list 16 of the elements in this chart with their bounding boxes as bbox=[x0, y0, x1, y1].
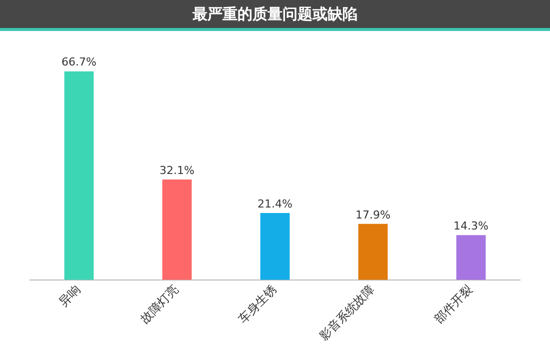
bar bbox=[456, 235, 486, 280]
x-tick-label: 故障灯亮 bbox=[137, 282, 182, 326]
data-label: 17.9% bbox=[356, 208, 390, 222]
x-tick-label: 影音系统故障 bbox=[316, 282, 378, 344]
bar bbox=[260, 212, 290, 280]
bar bbox=[358, 224, 388, 280]
x-tick-label: 部件开裂 bbox=[431, 282, 476, 326]
data-label: 21.4% bbox=[258, 197, 292, 210]
x-tick-label: 异响 bbox=[56, 282, 84, 310]
chart-title: 最严重的质量问题或缺陷 bbox=[0, 0, 550, 31]
x-tick-label: 车身生锈 bbox=[235, 282, 280, 326]
data-label: 14.3% bbox=[454, 220, 488, 233]
bar bbox=[64, 71, 94, 280]
bar bbox=[162, 180, 192, 280]
data-label: 66.7% bbox=[62, 56, 96, 69]
data-label: 32.1% bbox=[160, 164, 194, 177]
